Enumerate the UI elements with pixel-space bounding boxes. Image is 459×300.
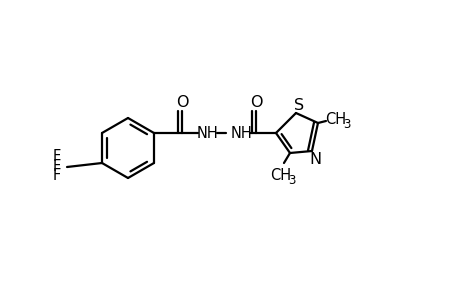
Text: NH: NH bbox=[196, 125, 218, 140]
Text: CH: CH bbox=[270, 167, 291, 182]
Text: F: F bbox=[53, 158, 61, 173]
Text: O: O bbox=[249, 94, 262, 110]
Text: O: O bbox=[175, 94, 188, 110]
Text: CH: CH bbox=[325, 112, 346, 127]
Text: F: F bbox=[53, 148, 61, 164]
Text: 3: 3 bbox=[288, 173, 295, 187]
Text: F: F bbox=[53, 169, 61, 184]
Text: S: S bbox=[293, 98, 303, 112]
Text: NH: NH bbox=[230, 125, 252, 140]
Text: N: N bbox=[308, 152, 320, 166]
Text: 3: 3 bbox=[342, 118, 350, 130]
